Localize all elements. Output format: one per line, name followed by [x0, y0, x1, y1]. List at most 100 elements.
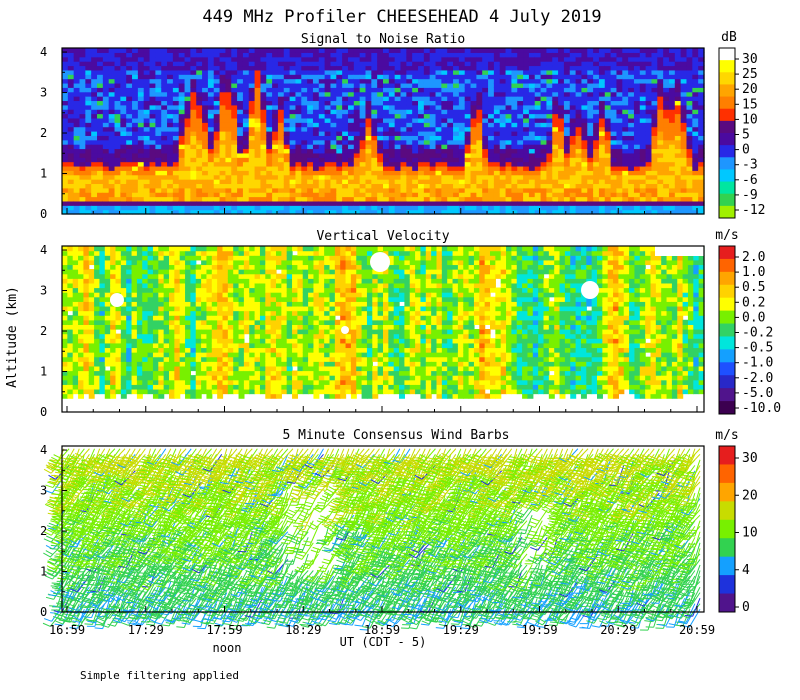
snr-cell	[669, 197, 675, 202]
snr-cell	[558, 197, 564, 202]
snr-cell	[120, 52, 126, 57]
snr-cell	[453, 140, 459, 145]
snr-cell	[360, 118, 366, 123]
snr-cell	[570, 170, 576, 175]
velocity-cell	[174, 357, 180, 362]
snr-cell	[558, 109, 564, 114]
snr-cell	[401, 135, 407, 140]
snr-cell	[155, 205, 161, 210]
snr-cell	[377, 65, 383, 70]
snr-cell	[412, 140, 418, 145]
snr-cell	[529, 157, 535, 162]
snr-cell	[389, 135, 395, 140]
velocity-cell	[158, 384, 164, 389]
snr-cell	[541, 166, 547, 171]
snr-cell	[646, 83, 652, 88]
snr-cell	[208, 87, 214, 92]
snr-cell	[529, 105, 535, 110]
snr-cell	[365, 118, 371, 123]
snr-cell	[599, 52, 605, 57]
snr-cell	[511, 197, 517, 202]
velocity-cell	[89, 347, 95, 352]
snr-cell	[173, 166, 179, 171]
snr-cell	[185, 65, 191, 70]
snr-cell	[313, 92, 319, 97]
snr-cell	[225, 162, 231, 167]
snr-cell	[634, 170, 640, 175]
snr-cell	[208, 96, 214, 101]
snr-cell	[208, 148, 214, 153]
velocity-cell	[78, 324, 84, 329]
snr-cell	[506, 157, 512, 162]
snr-cell	[301, 179, 307, 184]
snr-cell	[675, 122, 681, 127]
snr-cell	[441, 61, 447, 66]
snr-cell	[330, 96, 336, 101]
velocity-cell	[83, 292, 89, 297]
snr-cell	[500, 100, 506, 105]
snr-cell	[686, 144, 692, 149]
snr-cell	[616, 157, 622, 162]
velocity-cell	[94, 389, 100, 394]
snr-cell	[406, 92, 412, 97]
snr-cell	[231, 109, 237, 114]
snr-cell	[360, 57, 366, 62]
snr-cell	[115, 148, 121, 153]
snr-cell	[628, 166, 634, 171]
snr-cell	[225, 79, 231, 84]
snr-cell	[336, 144, 342, 149]
snr-cell	[243, 197, 249, 202]
snr-cell	[260, 157, 266, 162]
snr-cell	[634, 153, 640, 158]
velocity-cell	[142, 288, 148, 293]
velocity-cell	[89, 278, 95, 283]
snr-cell	[295, 61, 301, 66]
snr-cell	[255, 162, 261, 167]
snr-cell	[628, 197, 634, 202]
snr-cell	[278, 153, 284, 158]
snr-cell	[342, 192, 348, 197]
snr-cell	[657, 166, 663, 171]
snr-cell	[593, 79, 599, 84]
snr-cell	[68, 192, 74, 197]
snr-cell	[383, 135, 389, 140]
velocity-cell	[62, 384, 68, 389]
snr-cell	[686, 140, 692, 145]
snr-cell	[68, 48, 74, 53]
snr-cell	[371, 170, 377, 175]
snr-cell	[126, 170, 132, 175]
snr-cell	[120, 205, 126, 210]
snr-cell	[301, 61, 307, 66]
snr-cell	[430, 114, 436, 119]
snr-cell	[628, 87, 634, 92]
snr-cell	[377, 105, 383, 110]
snr-cell	[611, 87, 617, 92]
snr-cell	[295, 87, 301, 92]
snr-cell	[570, 100, 576, 105]
snr-cell	[441, 100, 447, 105]
snr-cell	[441, 188, 447, 193]
snr-cell	[132, 170, 138, 175]
snr-cell	[663, 48, 669, 53]
velocity-cell	[158, 394, 164, 399]
snr-cell	[482, 148, 488, 153]
snr-cell	[616, 79, 622, 84]
velocity-cell	[78, 334, 84, 339]
snr-cell	[622, 48, 628, 53]
snr-cell	[634, 61, 640, 66]
snr-cell	[167, 48, 173, 53]
snr-cell	[395, 74, 401, 79]
snr-cell	[278, 79, 284, 84]
snr-cell	[692, 162, 698, 167]
snr-cell	[208, 192, 214, 197]
snr-cell	[179, 157, 185, 162]
snr-cell	[377, 157, 383, 162]
snr-cell	[599, 92, 605, 97]
snr-cell	[120, 48, 126, 53]
snr-cell	[132, 48, 138, 53]
snr-cell	[330, 52, 336, 57]
snr-cell	[605, 131, 611, 136]
snr-cell	[85, 148, 91, 153]
velocity-cell	[83, 306, 89, 311]
snr-cell	[360, 131, 366, 136]
